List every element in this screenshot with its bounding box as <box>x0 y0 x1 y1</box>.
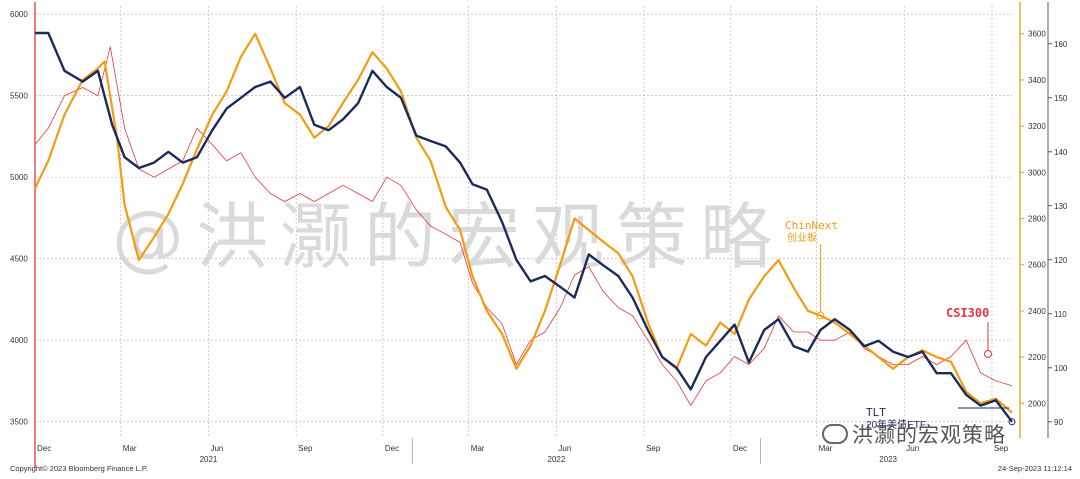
chinext-tick-label: 2000 <box>1028 399 1046 408</box>
left-tick-label: 3500 <box>10 418 28 427</box>
watermark-text: @洪灏的宏观策略 <box>112 195 784 279</box>
chinext-tick-label: 3200 <box>1028 122 1046 131</box>
chinext-tick-label: 2400 <box>1028 307 1046 316</box>
left-tick-label: 4500 <box>10 255 28 264</box>
left-tick-label: 5000 <box>10 173 28 182</box>
x-tick-label: Dec <box>37 444 51 453</box>
annotation-csi300-label: CSI300 <box>946 306 989 320</box>
chinext-tick-label: 2200 <box>1028 353 1046 362</box>
x-year-label: 2023 <box>879 455 897 464</box>
wechat-text: 洪灏的宏观策略 <box>852 423 1006 447</box>
series <box>34 31 1013 423</box>
x-year-label: 2022 <box>547 455 565 464</box>
left-tick-label: 4000 <box>10 336 28 345</box>
annotation-marker <box>1008 418 1016 426</box>
copyright-text: Copyright© 2023 Bloomberg Finance L.P. <box>10 464 148 473</box>
x-tick-label: Jun <box>906 444 919 453</box>
x-tick-label: Sep <box>994 444 1009 453</box>
annotation-marker <box>984 350 992 358</box>
x-tick-label: Mar <box>123 444 137 453</box>
wechat-watermark: 洪灏的宏观策略 <box>822 419 1006 449</box>
watermark: @洪灏的宏观策略 <box>112 195 784 279</box>
chinext-tick-label: 3600 <box>1028 30 1046 39</box>
x-tick-label: Dec <box>385 444 399 453</box>
annotation-tlt-label: TLT <box>866 406 886 419</box>
x-year-label: 2021 <box>200 455 218 464</box>
axes: Dec Mar Jun Sep Dec Mar Jun Sep Dec Mar Jun Sep 2021… <box>10 2 1068 468</box>
tlt-tick-label: 130 <box>1054 202 1068 211</box>
chinext-tick-label: 3400 <box>1028 76 1046 85</box>
x-tick-label: Jun <box>210 444 223 453</box>
annotation-chinext-sublabel: 创业板 <box>787 231 817 244</box>
chinext-tick-label: 3000 <box>1028 168 1046 177</box>
series-line-tlt <box>35 31 1013 423</box>
gridlines <box>34 6 1012 438</box>
x-tick-label: Mar <box>471 444 485 453</box>
wechat-icon <box>822 424 848 444</box>
series-line-chinnext <box>34 32 1013 414</box>
timestamp-text: 24-Sep-2023 11:12:14 <box>997 464 1072 473</box>
annotation-chinext-label: ChinNext <box>785 219 838 232</box>
chinext-tick-label: 2800 <box>1028 215 1046 224</box>
annotation-tlt-sublabel: 20年美债ETF <box>866 418 926 431</box>
tlt-tick-label: 160 <box>1054 40 1068 49</box>
tlt-tick-label: 110 <box>1054 310 1067 319</box>
left-tick-label: 5500 <box>10 92 28 101</box>
tlt-tick-label: 90 <box>1054 418 1063 427</box>
tlt-tick-label: 150 <box>1054 94 1068 103</box>
x-tick-label: Sep <box>298 444 313 453</box>
x-tick-label: Sep <box>646 444 661 453</box>
x-tick-label: Jun <box>558 444 571 453</box>
x-tick-label: Dec <box>733 444 747 453</box>
tlt-tick-label: 140 <box>1054 148 1068 157</box>
left-tick-label: 6000 <box>10 10 28 19</box>
chinext-tick-label: 2600 <box>1028 261 1046 270</box>
tlt-tick-label: 100 <box>1054 364 1068 373</box>
tlt-tick-label: 120 <box>1054 256 1068 265</box>
x-tick-label: Mar <box>819 444 833 453</box>
